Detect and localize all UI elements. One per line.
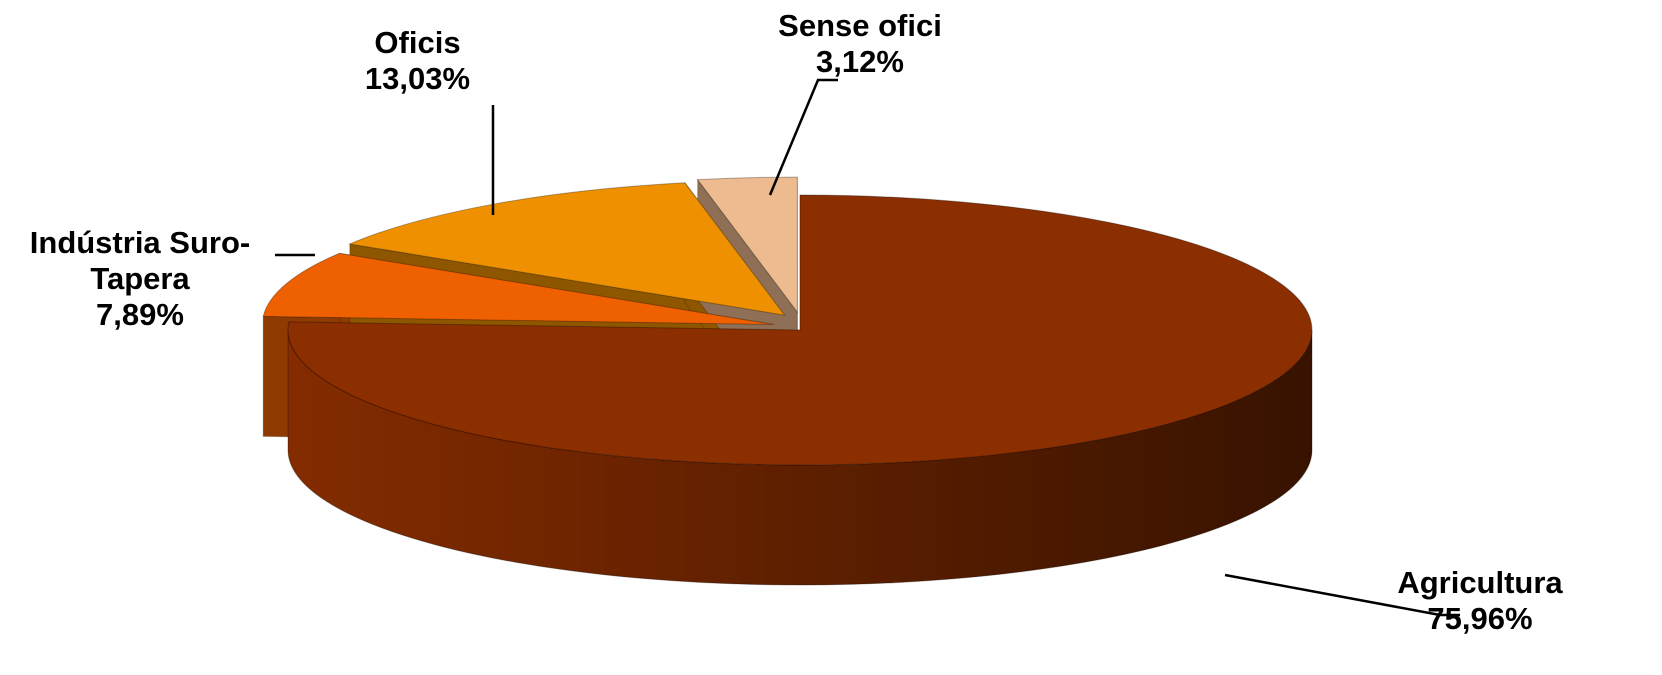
- category-label: Sense ofici: [778, 8, 942, 43]
- value-label: 3,12%: [816, 44, 904, 79]
- slice-label: Indústria Suro-Tapera 7,89%: [5, 225, 275, 333]
- slice-label: Sense ofici 3,12%: [750, 8, 970, 80]
- slice-top: [262, 252, 775, 326]
- value-label: 75,96%: [1427, 601, 1533, 636]
- slice-label: Oficis 13,03%: [330, 25, 505, 97]
- slice-top: [696, 176, 798, 314]
- value-label: 13,03%: [364, 61, 471, 96]
- category-label: Oficis: [374, 25, 461, 60]
- leader-line: [1224, 573, 1460, 617]
- slice-top: [287, 194, 1313, 466]
- category-label: Agricultura: [1397, 565, 1563, 600]
- category-label: Indústria Suro-Tapera: [29, 225, 251, 296]
- value-label: 7,89%: [96, 297, 184, 332]
- leader-line: [768, 78, 838, 196]
- slice-label: Agricultura 75,96%: [1380, 565, 1580, 637]
- wall-shade: [288, 330, 1312, 585]
